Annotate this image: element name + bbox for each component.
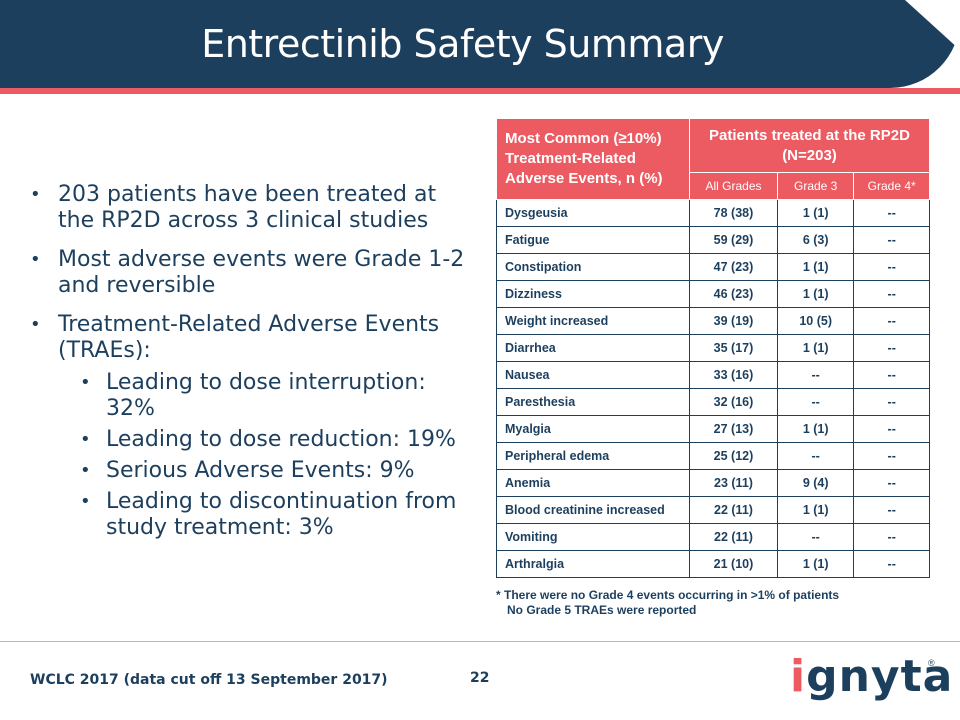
event-name-cell: Dizziness	[496, 280, 690, 308]
event-name-cell: Blood creatinine increased	[496, 496, 690, 524]
event-name-cell: Arthralgia	[496, 550, 690, 578]
sub-bullet-item: Leading to dose reduction: 19%	[30, 427, 470, 453]
page-number: 22	[470, 670, 490, 686]
table-row: Paresthesia 32 (16) -- --	[496, 388, 930, 416]
table-row: Arthralgia 21 (10) 1 (1) --	[496, 550, 930, 578]
footnote-line-2: No Grade 5 TRAEs were reported	[507, 603, 697, 617]
event-name-cell: Anemia	[496, 469, 690, 497]
value-cell: 59 (29)	[689, 226, 778, 254]
value-cell: --	[853, 388, 930, 416]
event-name-cell: Fatigue	[496, 226, 690, 254]
value-cell: --	[853, 496, 930, 524]
event-name-cell: Nausea	[496, 361, 690, 389]
table-row: Peripheral edema 25 (12) -- --	[496, 442, 930, 470]
event-name-cell: Diarrhea	[496, 334, 690, 362]
value-cell: --	[853, 199, 930, 227]
table-row: Fatigue 59 (29) 6 (3) --	[496, 226, 930, 254]
sub-bullet-item: Serious Adverse Events: 9%	[30, 458, 470, 484]
value-cell: --	[853, 550, 930, 578]
event-name-cell: Constipation	[496, 253, 690, 281]
table-row: Blood creatinine increased 22 (11) 1 (1) --	[496, 496, 930, 524]
value-cell: 22 (11)	[689, 523, 778, 551]
value-cell: --	[776, 361, 855, 389]
table-row: Dysgeusia 78 (38) 1 (1) --	[496, 199, 930, 227]
table-row: Diarrhea 35 (17) 1 (1) --	[496, 334, 930, 362]
event-name-cell: Paresthesia	[496, 388, 690, 416]
sub-bullet-item: Leading to discontinuation from study tr…	[30, 489, 470, 541]
footnote-line-1: * There were no Grade 4 events occurring…	[496, 588, 840, 602]
value-cell: --	[853, 226, 930, 254]
value-cell: --	[853, 307, 930, 335]
value-cell: --	[776, 523, 855, 551]
event-name-cell: Dysgeusia	[496, 199, 690, 227]
table-row: Vomiting 22 (11) -- --	[496, 523, 930, 551]
table-row: Myalgia 27 (13) 1 (1) --	[496, 415, 930, 443]
column-header-all-grades: All Grades	[689, 172, 778, 200]
table-row: Anemia 23 (11) 9 (4) --	[496, 469, 930, 497]
adverse-events-table: Most Common (≥10%) Treatment-Related Adv…	[496, 118, 930, 578]
bullet-item: Treatment-Related Adverse Events (TRAEs)…	[30, 312, 470, 364]
bullet-item: Most adverse events were Grade 1-2 and r…	[30, 247, 470, 299]
value-cell: 22 (11)	[689, 496, 778, 524]
value-cell: 1 (1)	[776, 280, 855, 308]
value-cell: 46 (23)	[689, 280, 778, 308]
bullet-item: 203 patients have been treated at the RP…	[30, 182, 470, 234]
summary-bullets: 203 patients have been treated at the RP…	[30, 182, 470, 546]
event-name-cell: Myalgia	[496, 415, 690, 443]
table-header-group: Patients treated at the RP2D (N=203)	[689, 118, 930, 173]
table-footnote: * There were no Grade 4 events occurring…	[496, 588, 839, 618]
logo-wordmark: ignyta	[790, 651, 954, 702]
value-cell: 1 (1)	[776, 415, 855, 443]
page-title: Entrectinib Safety Summary	[201, 22, 724, 66]
value-cell: 1 (1)	[776, 550, 855, 578]
footer-divider	[0, 641, 960, 642]
registered-mark: ®	[928, 658, 935, 668]
value-cell: 10 (5)	[776, 307, 855, 335]
table-header-events: Most Common (≥10%) Treatment-Related Adv…	[496, 118, 690, 200]
value-cell: --	[853, 415, 930, 443]
value-cell: 1 (1)	[776, 334, 855, 362]
value-cell: 39 (19)	[689, 307, 778, 335]
footer-source: WCLC 2017 (data cut off 13 September 201…	[30, 672, 388, 688]
ignyta-logo: ignyta ®	[790, 651, 954, 706]
value-cell: --	[776, 442, 855, 470]
event-name-cell: Vomiting	[496, 523, 690, 551]
column-header-grade-3: Grade 3	[776, 172, 855, 200]
table-row: Dizziness 46 (23) 1 (1) --	[496, 280, 930, 308]
event-name-cell: Weight increased	[496, 307, 690, 335]
value-cell: 1 (1)	[776, 496, 855, 524]
value-cell: 9 (4)	[776, 469, 855, 497]
value-cell: --	[853, 523, 930, 551]
value-cell: --	[853, 469, 930, 497]
header-divider	[0, 88, 960, 94]
value-cell: 35 (17)	[689, 334, 778, 362]
value-cell: 32 (16)	[689, 388, 778, 416]
value-cell: 23 (11)	[689, 469, 778, 497]
value-cell: 6 (3)	[776, 226, 855, 254]
title-banner	[0, 0, 960, 88]
table-row: Nausea 33 (16) -- --	[496, 361, 930, 389]
value-cell: 1 (1)	[776, 199, 855, 227]
value-cell: --	[853, 442, 930, 470]
value-cell: 25 (12)	[689, 442, 778, 470]
value-cell: 33 (16)	[689, 361, 778, 389]
value-cell: --	[776, 388, 855, 416]
table-body: Dysgeusia 78 (38) 1 (1) -- Fatigue 59 (29) 6 (…	[496, 199, 930, 578]
value-cell: --	[853, 253, 930, 281]
table-row: Weight increased 39 (19) 10 (5) --	[496, 307, 930, 335]
value-cell: 78 (38)	[689, 199, 778, 227]
value-cell: 1 (1)	[776, 253, 855, 281]
value-cell: 47 (23)	[689, 253, 778, 281]
table-row: Constipation 47 (23) 1 (1) --	[496, 253, 930, 281]
value-cell: 21 (10)	[689, 550, 778, 578]
value-cell: 27 (13)	[689, 415, 778, 443]
value-cell: --	[853, 280, 930, 308]
sub-bullet-item: Leading to dose interruption: 32%	[30, 370, 470, 422]
value-cell: --	[853, 361, 930, 389]
value-cell: --	[853, 334, 930, 362]
event-name-cell: Peripheral edema	[496, 442, 690, 470]
column-header-grade-4: Grade 4*	[853, 172, 930, 200]
